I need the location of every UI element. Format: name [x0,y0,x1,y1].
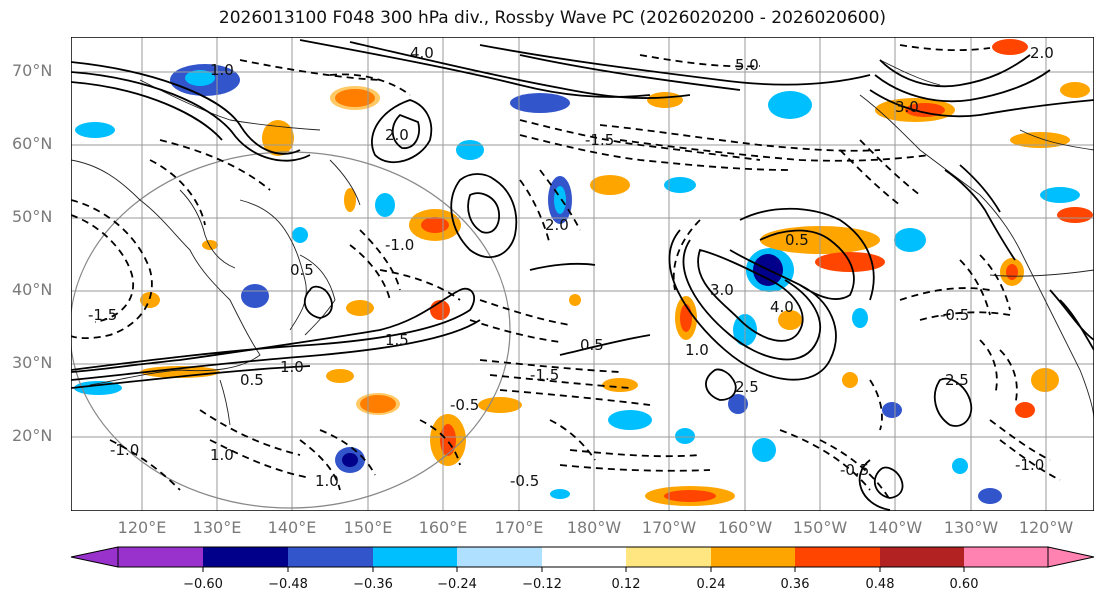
colorbar-segment [795,547,880,567]
contour-label: 2.0 [545,216,569,234]
lon-label: 160°W [717,518,773,537]
map-title: 2026013100 F048 300 hPa div., Rossby Wav… [218,8,887,28]
colorbar-tick-label: 0.24 [696,577,726,592]
colorbar [70,546,1095,572]
lon-label: 120°E [117,518,167,537]
lon-label: 170°E [494,518,544,537]
contour-label: -1.5 [585,131,614,149]
colorbar-tick-label: −0.12 [522,577,562,592]
colorbar-segment [542,547,626,567]
lat-label-60n: 60°N [12,134,53,153]
colorbar-tick-label: 0.12 [611,577,641,592]
contour-label: -1.0 [1015,456,1044,474]
lat-label-30n: 30°N [12,353,53,372]
contour-label: 0.5 [290,261,314,279]
lon-label: 130°W [943,518,999,537]
contour-label: 3.0 [710,281,734,299]
colorbar-segment [457,547,542,567]
contour-label: 1.0 [315,472,339,490]
contour-label: 0.5 [580,336,604,354]
solid-contours [71,39,1094,511]
lat-label-20n: 20°N [12,426,53,445]
lon-label: 150°E [343,518,393,537]
colorbar-segment [373,547,457,567]
lon-label: 180°W [566,518,622,537]
contour-label: -0.5 [940,306,969,324]
colorbar-min-extend [70,546,119,568]
colorbar-tick-label: −0.36 [353,577,393,592]
colorbar-segment [203,547,288,567]
contour-label: 1.0 [210,446,234,464]
colorbar-tick-label: −0.48 [268,577,308,592]
lon-label: 160°E [418,518,468,537]
lon-label: 140°W [867,518,923,537]
lon-label: 120°W [1018,518,1074,537]
contour-labels: 1.0 2.0 4.0 5.0 3.0 -1.5 2.0 -1.0 0.5 3.… [88,44,1054,490]
contour-label: 4.0 [770,298,794,316]
contour-label: 1.0 [685,341,709,359]
lat-label-40n: 40°N [12,280,53,299]
contour-label: -0.5 [450,396,479,414]
colorbar-tick-label: 0.60 [949,577,979,592]
contour-label: -1.0 [110,441,139,459]
graticule [71,37,1094,511]
contour-label: 2.5 [945,371,969,389]
contour-label: 1.5 [385,331,409,349]
contour-label: 4.0 [410,44,434,62]
lon-label: 150°W [792,518,848,537]
map-plot-area: 1.0 2.0 4.0 5.0 3.0 -1.5 2.0 -1.0 0.5 3.… [71,37,1094,511]
colorbar-segment [118,547,203,567]
colorbar-tick-label: 0.48 [865,577,895,592]
contour-label: 3.0 [895,98,919,116]
coastlines [71,59,1094,426]
contour-label: 2.5 [735,378,759,396]
contour-label: 1.0 [280,358,304,376]
lon-label: 140°E [267,518,317,537]
contour-label: 0.5 [240,371,264,389]
colorbar-segment [288,547,373,567]
colorbar-tick-label: −0.60 [183,577,223,592]
contour-label: 0.5 [785,231,809,249]
colorbar-segment [711,547,795,567]
colorbar-segment [626,547,711,567]
contour-label: -0.5 [510,472,539,490]
colorbar-tick-label: −0.24 [437,577,477,592]
reference-circle [71,151,511,509]
colorbar-tick-label: 0.36 [780,577,810,592]
colorbar-segment [964,547,1048,567]
colorbar-max-extend [1047,546,1095,568]
dashed-contours [71,44,1061,501]
contour-label: 2.0 [1030,44,1054,62]
contour-label: 5.0 [735,56,759,74]
contour-label: -1.5 [530,366,559,384]
lat-label-70n: 70°N [12,61,53,80]
contour-label: 1.0 [210,61,234,79]
contour-label: -1.5 [88,306,117,324]
lat-label-50n: 50°N [12,207,53,226]
lon-label: 170°W [641,518,697,537]
contour-label: 2.0 [385,126,409,144]
contour-label: -1.0 [385,236,414,254]
lon-label: 130°E [192,518,242,537]
contour-label: -0.5 [840,461,869,479]
colorbar-segment [880,547,964,567]
